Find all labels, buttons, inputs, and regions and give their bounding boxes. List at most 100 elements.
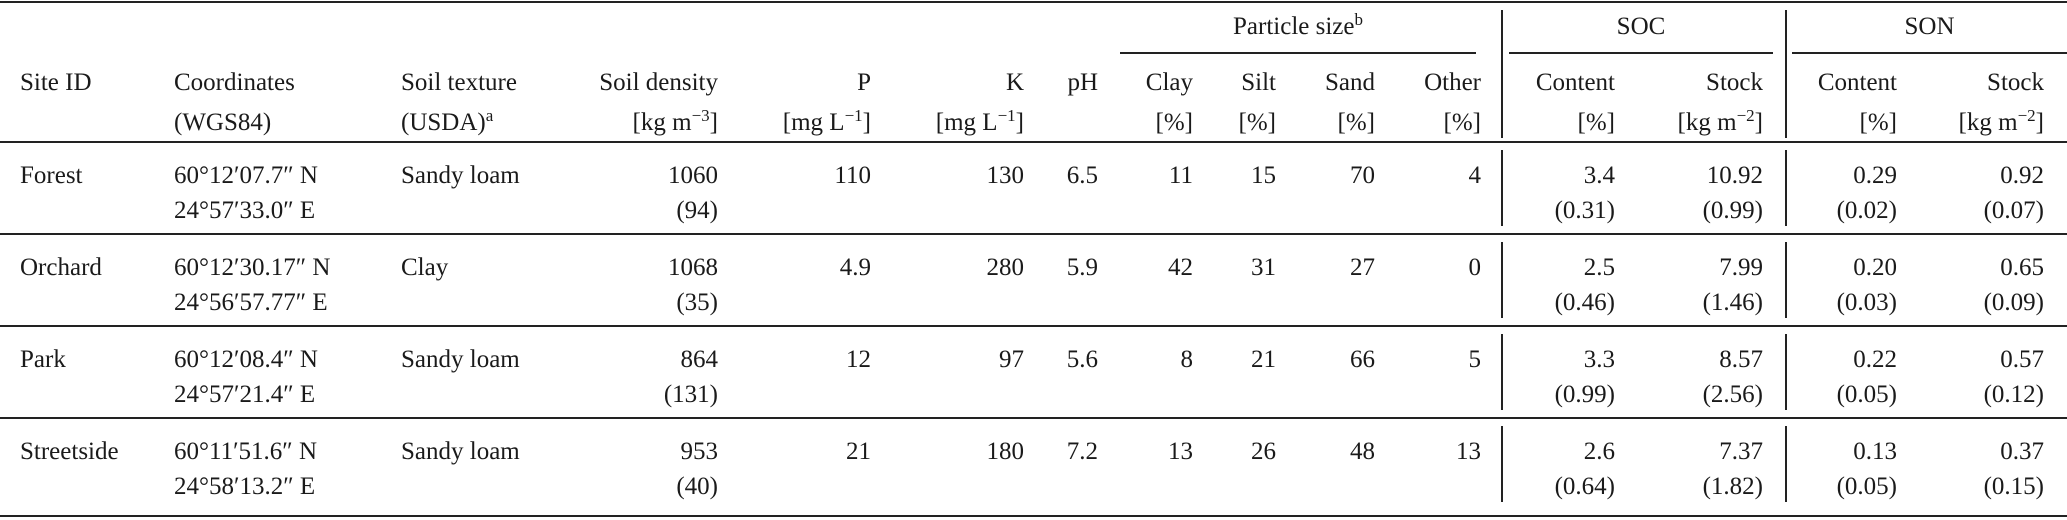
rule (0, 233, 2067, 235)
cell: 0.37 (2000, 438, 2044, 465)
cell: (0.64) (1554, 473, 1615, 500)
unit: [kg m (1677, 109, 1737, 136)
cell: 864 (680, 346, 719, 373)
column-unit: [%] (1578, 108, 1615, 138)
cell: 110 (834, 162, 871, 189)
column-header: Sand (1325, 69, 1375, 96)
cell: 15 (1251, 162, 1276, 189)
cell: 0.57 (2000, 346, 2044, 373)
column-header: Silt (1241, 69, 1276, 96)
cell: 6.5 (1066, 162, 1098, 189)
unit: ] (862, 109, 871, 136)
cell: Forest (20, 162, 83, 189)
cell: (0.99) (1554, 381, 1615, 408)
rule (0, 1, 2067, 3)
cell: 24°58′13.2″ E (174, 473, 316, 500)
column-subtitle: (USDA) (401, 109, 486, 136)
column-header: P (857, 69, 871, 96)
unit: ] (2035, 109, 2044, 136)
separator (1501, 426, 1503, 502)
separator (1785, 150, 1787, 226)
separator (1501, 10, 1503, 138)
separator (1785, 334, 1787, 410)
cell: 60°12′30.17″ N (174, 254, 331, 281)
unit: [kg m (632, 109, 692, 136)
column-header: Content (1817, 69, 1897, 96)
cell: 130 (986, 162, 1025, 189)
separator (1785, 242, 1787, 318)
cell: Clay (401, 254, 449, 281)
cell: 27 (1350, 254, 1375, 281)
cell: 21 (846, 438, 871, 465)
rule (1509, 52, 1773, 54)
cell: 3.4 (1583, 162, 1615, 189)
cell: 10.92 (1706, 162, 1763, 189)
column-header: Clay (1145, 69, 1193, 96)
cell: 60°12′07.7″ N (174, 162, 318, 189)
column-header: K (1005, 69, 1024, 96)
cell: 7.99 (1719, 254, 1763, 281)
footnote-mark: b (1354, 10, 1363, 29)
cell: 13 (1168, 438, 1193, 465)
cell: 42 (1168, 254, 1193, 281)
cell: (0.15) (1983, 473, 2044, 500)
column-header: Stock (1987, 69, 2044, 96)
cell: 24°57′33.0″ E (174, 197, 316, 224)
unit: [kg m (1958, 109, 2018, 136)
cell: 0.65 (2000, 254, 2044, 281)
column-unit: (USDA)a (401, 106, 494, 138)
unit: ] (1754, 109, 1763, 136)
separator (1785, 10, 1787, 138)
column-header: pH (1067, 69, 1098, 96)
unit-exponent: −3 (691, 106, 710, 125)
cell: 26 (1251, 438, 1276, 465)
column-unit: [kg m−2] (1677, 106, 1763, 138)
cell: 24°56′57.77″ E (174, 289, 328, 316)
unit-exponent: −2 (2017, 106, 2036, 125)
cell: 2.5 (1583, 254, 1615, 281)
cell: 0 (1468, 254, 1482, 281)
column-unit: [%] (1338, 108, 1375, 138)
cell: Orchard (20, 254, 102, 281)
cell: 11 (1168, 162, 1193, 189)
rule (1792, 52, 2067, 54)
cell: 60°12′08.4″ N (174, 346, 318, 373)
cell: 8 (1180, 346, 1194, 373)
rule (1120, 52, 1476, 54)
footnote-mark: a (485, 106, 494, 125)
cell: Park (20, 346, 66, 373)
column-header: Site ID (20, 69, 92, 96)
cell: 7.2 (1066, 438, 1098, 465)
cell: 5.9 (1066, 254, 1098, 281)
column-subtitle: [%] (1238, 109, 1276, 136)
cell: 7.37 (1719, 438, 1763, 465)
cell: 0.92 (2000, 162, 2044, 189)
group-header: SOC (1617, 12, 1666, 42)
cell: (40) (676, 473, 718, 500)
cell: 280 (986, 254, 1025, 281)
cell: 70 (1350, 162, 1375, 189)
column-unit: [%] (1444, 108, 1481, 138)
cell: 953 (680, 438, 719, 465)
cell: (35) (676, 289, 718, 316)
unit: [mg L (935, 109, 998, 136)
cell: (0.07) (1983, 197, 2044, 224)
cell: (94) (676, 197, 718, 224)
separator (1501, 150, 1503, 226)
column-header: Other (1424, 69, 1481, 96)
cell: 97 (999, 346, 1024, 373)
cell: (2.56) (1702, 381, 1763, 408)
cell: 48 (1350, 438, 1375, 465)
cell: 0.29 (1853, 162, 1897, 189)
cell: Sandy loam (401, 162, 520, 189)
cell: Sandy loam (401, 346, 520, 373)
group-label: SOC (1616, 13, 1666, 40)
column-subtitle: [%] (1155, 109, 1193, 136)
cell: (0.02) (1836, 197, 1897, 224)
column-unit: [%] (1860, 108, 1897, 138)
rule (0, 515, 2067, 517)
cell: (0.05) (1836, 381, 1897, 408)
cell: (0.99) (1702, 197, 1763, 224)
cell: 5.6 (1066, 346, 1098, 373)
unit-exponent: −2 (1736, 106, 1755, 125)
